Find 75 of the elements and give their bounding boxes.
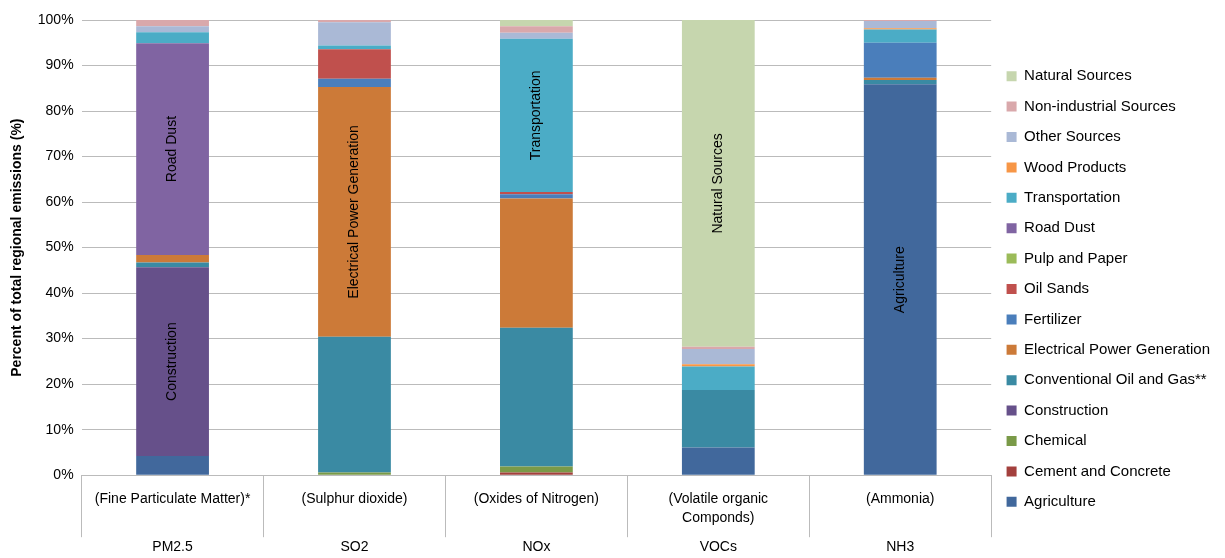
legend-label: Construction	[1024, 400, 1109, 418]
text: Agriculture	[891, 246, 908, 314]
bar	[500, 26, 573, 33]
bar	[681, 447, 755, 475]
y-tick-label: 90%	[45, 56, 74, 73]
legend-label: Road Dust	[1024, 218, 1096, 236]
y-tick-label: 50%	[45, 238, 74, 255]
bar	[318, 22, 391, 46]
bar	[318, 49, 391, 79]
bar	[681, 349, 755, 365]
text: (Sulphur dioxide)	[301, 490, 408, 507]
bar	[318, 472, 391, 475]
legend-label: Natural Sources	[1024, 66, 1132, 84]
bar	[318, 45, 391, 50]
bar	[136, 26, 209, 33]
x-tick-label: NH3	[886, 538, 915, 555]
bar	[136, 267, 209, 457]
text: Electrical Power Generation	[345, 125, 362, 299]
legend-label: Transportation	[1024, 187, 1121, 205]
legend-label: Agriculture	[1024, 491, 1096, 509]
legend-label: Electrical Power Generation	[1024, 339, 1210, 357]
legend-label: Chemical	[1024, 431, 1087, 449]
text: Natural Sources	[709, 133, 726, 234]
bar	[136, 456, 209, 475]
text: (Fine Particulate Matter)*	[94, 490, 251, 507]
text: Construction	[163, 322, 180, 401]
legend-label: Oil Sands	[1024, 279, 1090, 297]
legend-label: Wood Products	[1024, 157, 1127, 175]
y-tick-label: 10%	[45, 420, 74, 437]
text: Road Dust	[163, 115, 180, 183]
bar	[318, 78, 391, 87]
bar	[500, 20, 573, 27]
bar	[863, 84, 937, 475]
legend-label: Conventional Oil and Gas**	[1024, 370, 1207, 388]
y-tick-label: 70%	[45, 147, 74, 164]
bar	[136, 20, 209, 27]
y-tick-label: 30%	[45, 329, 74, 346]
legend-label: Pulp and Paper	[1024, 248, 1128, 266]
bar	[681, 20, 755, 347]
y-tick-label: 100%	[37, 10, 74, 27]
bar	[500, 198, 573, 328]
y-tick-label: 60%	[45, 192, 74, 209]
bar	[318, 336, 391, 473]
text: (Volatile organic Componds)	[668, 490, 769, 526]
bar	[500, 32, 573, 39]
bar	[318, 86, 391, 337]
text: Transportation	[527, 70, 544, 161]
bar	[500, 472, 573, 475]
legend-label: Fertilizer	[1024, 309, 1082, 327]
x-tick-label: NOx	[522, 538, 551, 555]
bar	[681, 390, 755, 448]
bar	[863, 29, 937, 43]
legend-label: Non-industrial Sources	[1024, 96, 1176, 114]
y-tick-label: 0%	[53, 466, 74, 483]
bar	[863, 42, 937, 78]
text: (Oxides of Nitrogen)	[473, 490, 600, 507]
x-tick-label: VOCs	[699, 538, 737, 555]
y-tick-label: 80%	[45, 101, 74, 118]
legend-label: Cement and Concrete	[1024, 461, 1171, 479]
x-tick-label: SO2	[340, 538, 369, 555]
bar	[863, 20, 937, 29]
bar	[136, 32, 209, 44]
bar	[500, 327, 573, 467]
bar	[136, 43, 209, 255]
bar	[863, 80, 937, 85]
y-tick-label: 40%	[45, 283, 74, 300]
text: (Ammonia)	[865, 490, 935, 507]
y-axis-title: Percent of total regional emissions (%)	[8, 118, 25, 377]
bar	[681, 366, 755, 391]
bar	[500, 194, 573, 199]
legend-label: Other Sources	[1024, 127, 1121, 145]
y-tick-label: 20%	[45, 375, 74, 392]
bar	[136, 254, 209, 263]
bar	[500, 38, 573, 193]
x-tick-label: PM2.5	[152, 538, 194, 555]
